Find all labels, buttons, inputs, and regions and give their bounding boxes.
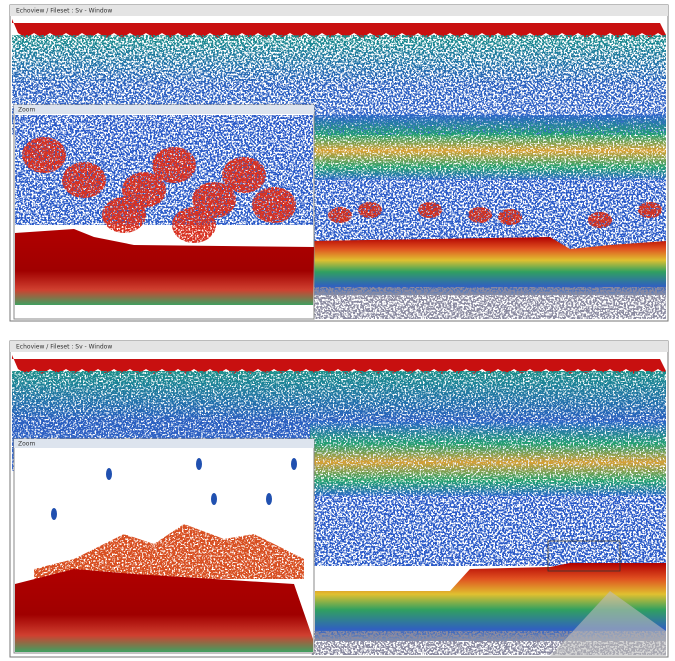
inset-title-bar bbox=[14, 105, 314, 114]
cursor-shadow bbox=[550, 591, 666, 656]
inset-title: Zoom bbox=[18, 107, 35, 114]
fish-school bbox=[418, 202, 442, 218]
zoom-inset: Zoom bbox=[13, 104, 315, 320]
scattering-layer bbox=[310, 115, 666, 180]
fish-school bbox=[328, 207, 352, 223]
fish-school bbox=[468, 207, 492, 223]
inset-title-bar bbox=[14, 439, 314, 448]
selection-box bbox=[547, 540, 621, 572]
fish-school bbox=[588, 212, 612, 228]
inset-fish-school bbox=[22, 137, 66, 173]
inset-fish bbox=[196, 458, 202, 470]
inset-fish bbox=[211, 493, 217, 505]
fish-school bbox=[358, 202, 382, 218]
sub-bottom-noise bbox=[310, 287, 666, 319]
title-bar bbox=[10, 341, 668, 352]
inset-fish-school bbox=[152, 147, 196, 183]
window-title: Echoview / Fileset : Sv - Window bbox=[16, 344, 112, 351]
inset-title: Zoom bbox=[18, 441, 35, 448]
inset-fish bbox=[51, 508, 57, 520]
inset-fish bbox=[291, 458, 297, 470]
inset-seabed bbox=[15, 569, 313, 652]
window-title: Echoview / Fileset : Sv - Window bbox=[16, 8, 112, 15]
title-bar bbox=[10, 5, 668, 16]
inset-fish-school bbox=[222, 157, 266, 193]
inset-fish-school bbox=[62, 162, 106, 198]
echogram-window: Echoview / Fileset : Sv - Window Zoom bbox=[9, 4, 669, 322]
lower-scatter bbox=[310, 496, 666, 566]
inset-fish-school bbox=[102, 197, 146, 233]
inset-seabed bbox=[15, 229, 314, 305]
scattering-layer bbox=[310, 421, 666, 496]
zoom-inset: Zoom bbox=[13, 438, 315, 654]
seabed bbox=[315, 563, 666, 641]
inset-peaks bbox=[34, 524, 304, 579]
inset-fish bbox=[106, 468, 112, 480]
inset-fish-school bbox=[172, 207, 216, 243]
inset-fish bbox=[266, 493, 272, 505]
fish-school bbox=[638, 202, 662, 218]
surface-band bbox=[12, 19, 666, 38]
surface-band bbox=[12, 355, 666, 374]
inset-fish-school bbox=[252, 187, 296, 223]
fish-school bbox=[498, 209, 522, 225]
echogram-window: Echoview / Fileset : Sv - Window Zoom bbox=[9, 340, 669, 658]
seabed bbox=[310, 237, 666, 295]
